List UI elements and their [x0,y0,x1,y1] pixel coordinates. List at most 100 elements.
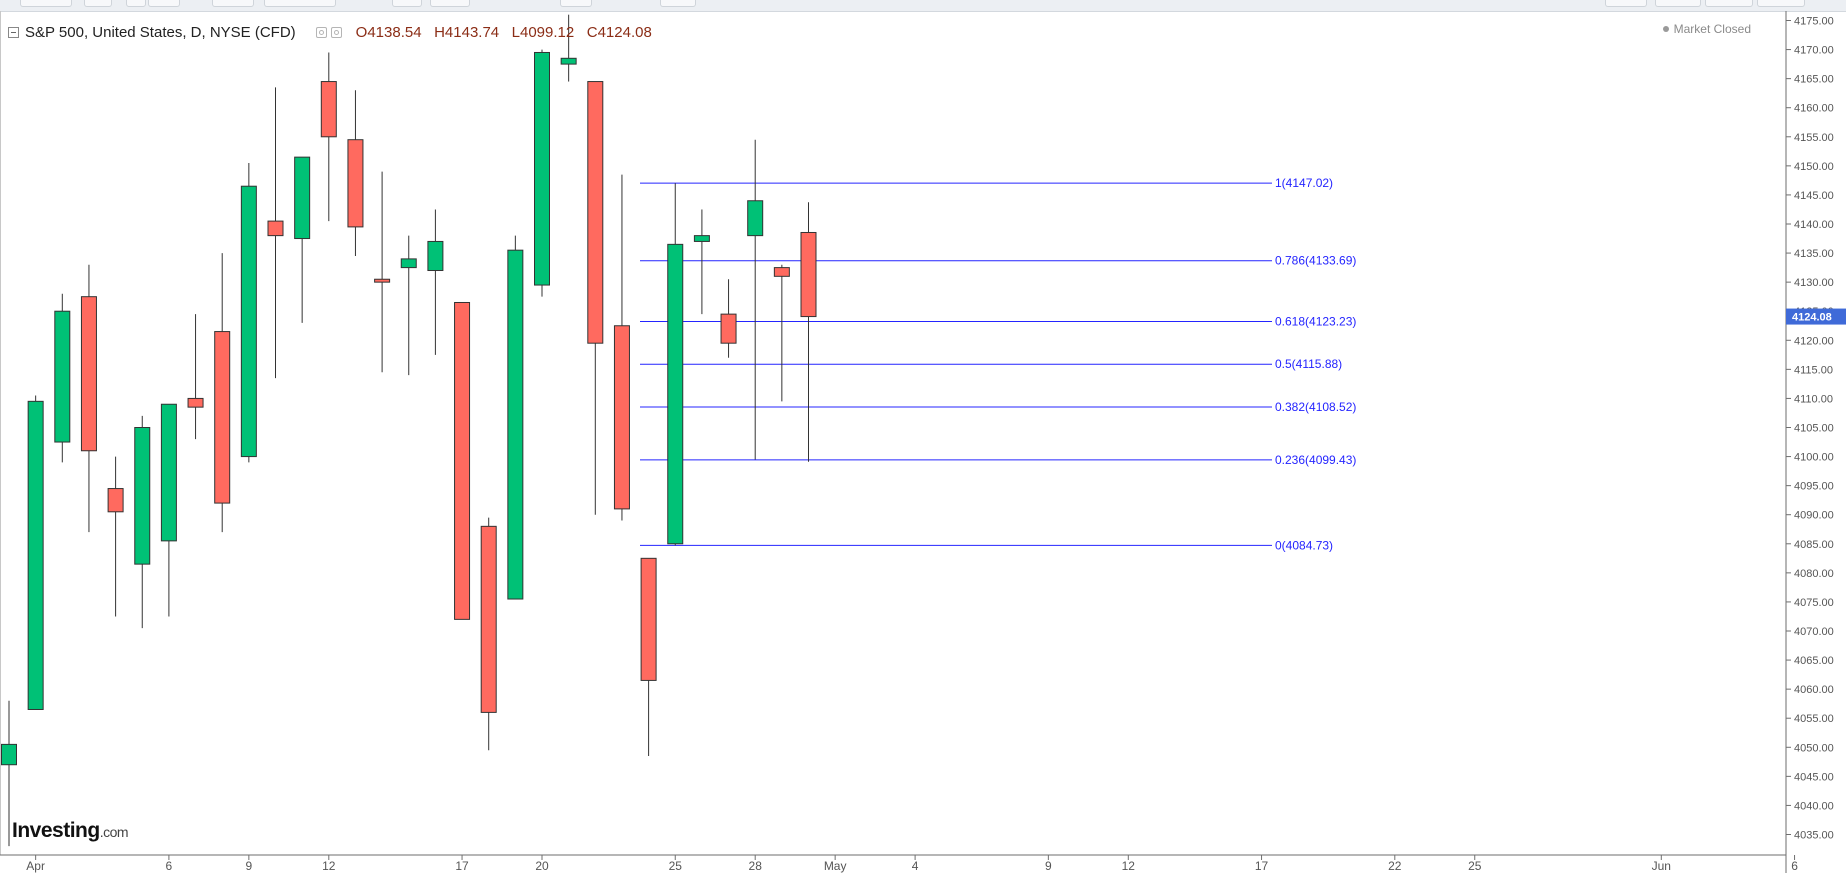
instrument-title: S&P 500, United States, D, NYSE (CFD) [25,23,296,41]
fib-level-label: 0(4084.73) [1275,538,1333,552]
candle-body [320,81,337,138]
collapse-icon[interactable] [8,26,19,38]
candle-body [240,185,257,458]
price-tick-label: 4090.00 [1794,510,1834,522]
candle[interactable] [640,557,657,757]
candle[interactable] [27,395,44,710]
candle[interactable] [667,183,684,546]
candle[interactable] [187,314,204,440]
high-value: H4143.74 [434,23,500,41]
toolbar-button[interactable] [264,0,336,7]
candle[interactable] [160,403,177,617]
candle[interactable] [693,209,710,315]
toolbar-button[interactable] [212,0,254,7]
toolbar-button[interactable] [1605,0,1647,7]
candle[interactable] [107,456,124,617]
time-tick-label: 6 [1791,859,1798,873]
candle[interactable] [800,202,817,462]
candle[interactable] [1,700,17,847]
price-tick-label: 4170.00 [1794,45,1834,57]
market-status: Market Closed [1662,22,1751,36]
price-tick-label: 4145.00 [1794,190,1834,202]
toolbar-button[interactable] [1705,0,1753,7]
candle[interactable] [454,301,471,620]
toolbar-button[interactable] [392,0,422,7]
toolbar-button[interactable] [1757,0,1805,7]
price-tick-label: 4095.00 [1794,481,1834,493]
candle-body [80,296,97,452]
candle[interactable] [507,235,524,600]
candle[interactable] [267,87,284,379]
candle[interactable] [480,517,497,751]
time-tick-label: 25 [669,859,683,873]
candle[interactable] [214,253,231,533]
toolbar-button[interactable] [126,0,146,7]
candle[interactable] [320,52,337,222]
candle[interactable] [720,279,737,358]
status-dot-icon [1662,26,1669,32]
fibonacci-retracement[interactable]: 1(4147.02) 0.786(4133.69) 0.618(4123.23) 0.… [640,176,1356,552]
candle-body [613,325,630,510]
settings-icon[interactable] [330,26,342,38]
candle[interactable] [560,14,577,82]
time-tick-label: May [824,859,847,873]
candle[interactable] [747,139,764,460]
toolbar-button[interactable] [148,0,180,7]
toolbar-button[interactable] [430,0,470,7]
candle-body [347,139,364,228]
candle[interactable] [534,49,550,297]
candle[interactable] [240,162,257,463]
candle[interactable] [773,264,790,402]
price-tick-label: 4070.00 [1794,626,1834,638]
logo-name: Investing [12,819,100,842]
toolbar-button[interactable] [660,0,696,7]
candle[interactable] [294,156,311,323]
fib-level-label: 0.382(4108.52) [1275,400,1356,414]
price-tick-label: 4120.00 [1794,335,1834,347]
candle-body [294,156,311,240]
candle-body [507,249,524,600]
price-tick-label: 4080.00 [1794,568,1834,580]
candle[interactable] [374,171,391,373]
price-tick-label: 4105.00 [1794,423,1834,435]
candle-body [667,243,684,545]
time-tick-label: 25 [1468,859,1482,873]
candle[interactable] [347,90,364,256]
candle-body [693,235,710,242]
time-tick-label: 6 [166,859,173,873]
price-tick-label: 4160.00 [1794,103,1834,115]
candle[interactable] [613,174,630,521]
toolbar-button[interactable] [84,0,112,7]
candle-body [374,278,391,283]
candle[interactable] [80,264,97,533]
candle-body [214,331,231,504]
toolbar-button[interactable] [560,0,592,7]
candle[interactable] [400,235,417,376]
time-tick-label: 17 [455,859,469,873]
time-tick-label: 12 [1122,859,1136,873]
candle[interactable] [54,293,71,463]
candle[interactable] [427,209,444,355]
toolbar-button[interactable] [20,0,72,7]
candle-body [54,310,71,443]
toolbar-button[interactable] [1655,0,1701,7]
candle-body [427,240,444,272]
candle[interactable] [587,81,604,515]
price-tick-label: 4065.00 [1794,655,1834,667]
candle-body [1,743,17,766]
candle-body [640,557,657,681]
price-tick-label: 4150.00 [1794,161,1834,173]
visibility-icon[interactable] [315,26,327,38]
candle[interactable] [134,415,151,629]
time-tick-label: 12 [322,859,336,873]
price-tick-label: 4035.00 [1794,830,1834,842]
ohlc-values: O4138.54 H4143.74 L4099.12 C4124.08 [356,24,652,41]
time-tick-label: 4 [912,859,919,873]
price-tick-label: 4155.00 [1794,132,1834,144]
price-tick-label: 4115.00 [1794,364,1833,376]
price-tick-label: 4175.00 [1794,16,1834,28]
candle-body [747,200,764,237]
time-tick-label: 20 [535,859,549,873]
time-axis[interactable]: Apr691217202528May4912172225Jun691419222… [0,854,1846,873]
